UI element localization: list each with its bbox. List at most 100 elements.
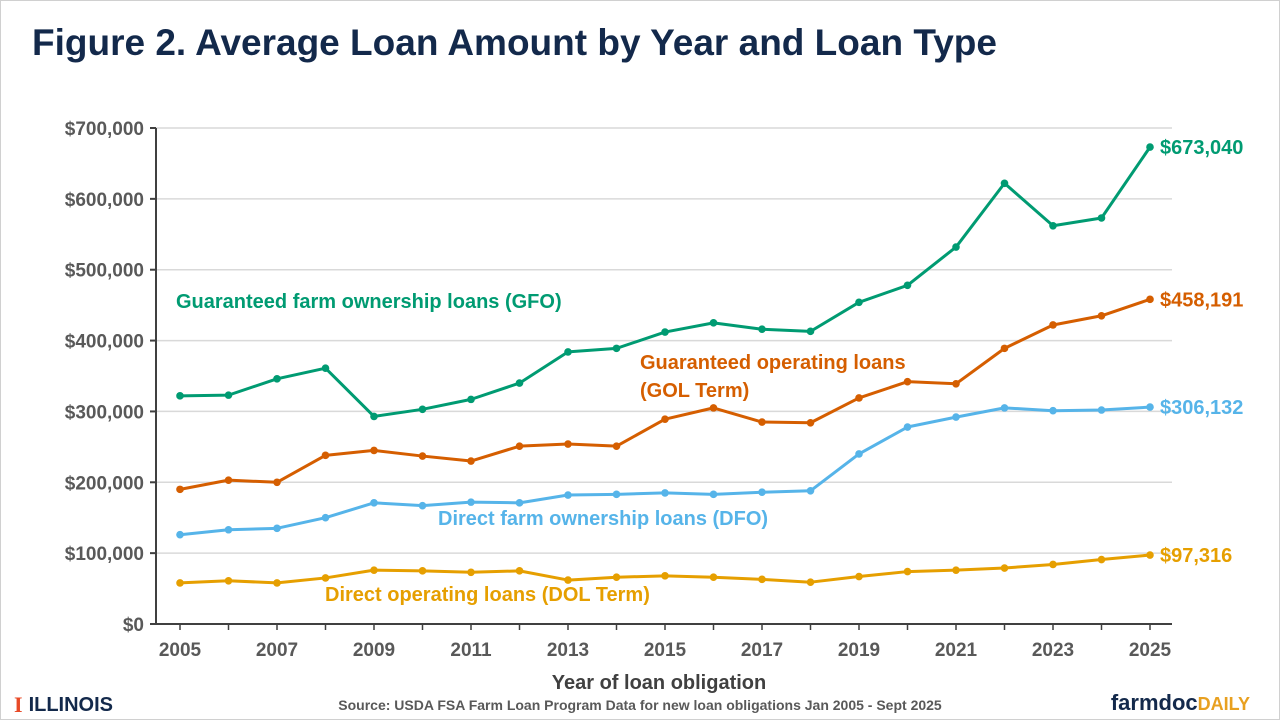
x-axis-label: Year of loan obligation	[552, 672, 766, 694]
data-point	[564, 348, 572, 356]
data-point	[515, 567, 524, 575]
data-point	[661, 572, 669, 580]
data-point	[952, 566, 960, 574]
x-tick-label: 2021	[935, 640, 978, 661]
y-tick-label: $700,000	[65, 119, 144, 140]
data-point	[806, 578, 815, 586]
data-point	[855, 394, 863, 402]
farmdoc-daily-logo: farmdocDAILY	[1111, 690, 1250, 716]
data-point	[273, 375, 281, 383]
data-point	[467, 457, 475, 465]
end-value-label: $306,132	[1160, 397, 1243, 419]
data-point	[903, 377, 912, 386]
data-point	[564, 576, 572, 584]
data-point	[1049, 406, 1057, 415]
data-point	[952, 243, 960, 251]
y-tick-label: $600,000	[65, 190, 144, 211]
data-point	[952, 413, 960, 421]
end-value-label: $673,040	[1160, 137, 1243, 159]
data-point	[1097, 311, 1106, 320]
x-tick-label: 2017	[741, 640, 783, 661]
x-tick-label: 2019	[838, 640, 880, 661]
series-line-0	[179, 146, 1152, 418]
annotation-gol-line1: Guaranteed operating loans	[640, 352, 906, 374]
data-point	[467, 498, 475, 506]
data-point	[176, 392, 184, 400]
data-point	[1097, 214, 1106, 222]
data-point	[758, 575, 766, 584]
y-tick-label: $200,000	[65, 473, 144, 494]
x-tick-label: 2005	[159, 640, 202, 661]
data-point	[224, 476, 233, 484]
data-point	[709, 404, 718, 412]
data-point	[1000, 564, 1009, 572]
data-point	[903, 567, 912, 576]
data-point	[709, 319, 718, 327]
data-point	[418, 501, 427, 510]
data-point	[806, 486, 815, 495]
source-note: Source: USDA FSA Farm Loan Program Data …	[338, 697, 942, 713]
data-point	[176, 579, 184, 587]
data-point	[612, 344, 621, 353]
x-tick-label: 2013	[547, 640, 589, 661]
data-point	[855, 572, 863, 581]
data-point	[321, 513, 330, 522]
data-point	[1146, 551, 1154, 559]
data-point	[1146, 295, 1154, 304]
y-tick-label: $300,000	[65, 402, 144, 423]
illinois-block-i-icon: I	[14, 692, 23, 717]
illinois-logo: I ILLINOIS	[14, 692, 113, 718]
data-point	[661, 489, 669, 497]
x-tick-label: 2009	[353, 640, 395, 661]
data-point	[855, 298, 863, 307]
data-point	[1097, 555, 1106, 564]
data-point	[806, 327, 815, 336]
data-point	[515, 379, 524, 387]
data-point	[321, 364, 330, 373]
data-point	[612, 573, 621, 582]
data-point	[855, 450, 863, 458]
y-tick-label: $500,000	[65, 261, 144, 282]
farmdoc-logo-accent: DAILY	[1197, 694, 1250, 714]
data-point	[1049, 221, 1057, 230]
data-point	[224, 525, 233, 534]
data-point	[370, 446, 378, 455]
data-point	[661, 415, 669, 424]
data-point	[758, 418, 766, 426]
annotation-gfo: Guaranteed farm ownership loans (GFO)	[176, 291, 562, 313]
data-point	[273, 579, 281, 587]
data-point	[515, 499, 524, 507]
data-point	[1097, 406, 1106, 414]
data-point	[564, 491, 572, 499]
data-point	[1146, 403, 1154, 411]
data-point	[224, 391, 233, 399]
y-tick-label: $100,000	[65, 544, 144, 565]
data-point	[224, 576, 233, 585]
data-point	[1000, 344, 1009, 353]
data-point	[176, 530, 184, 539]
data-point	[370, 412, 378, 421]
x-tick-label: 2025	[1129, 640, 1172, 661]
data-point	[952, 379, 960, 388]
data-point	[467, 395, 475, 404]
data-point	[612, 490, 621, 499]
chart-title: Figure 2. Average Loan Amount by Year an…	[32, 22, 997, 63]
y-tick-label: $0	[123, 615, 144, 636]
data-point	[1000, 404, 1009, 412]
illinois-logo-text: ILLINOIS	[28, 693, 114, 716]
data-point	[370, 499, 378, 507]
data-point	[1049, 321, 1057, 329]
x-tick-label: 2011	[450, 640, 492, 661]
end-value-label: $97,316	[1160, 545, 1232, 567]
data-point	[418, 405, 427, 414]
data-point	[1049, 560, 1057, 569]
x-tick-label: 2007	[256, 640, 298, 661]
data-point	[176, 485, 184, 494]
data-point	[806, 418, 815, 427]
data-point	[564, 440, 572, 448]
data-point	[709, 490, 718, 499]
data-point	[709, 573, 718, 582]
x-tick-label: 2023	[1032, 640, 1074, 661]
data-point	[903, 281, 912, 290]
